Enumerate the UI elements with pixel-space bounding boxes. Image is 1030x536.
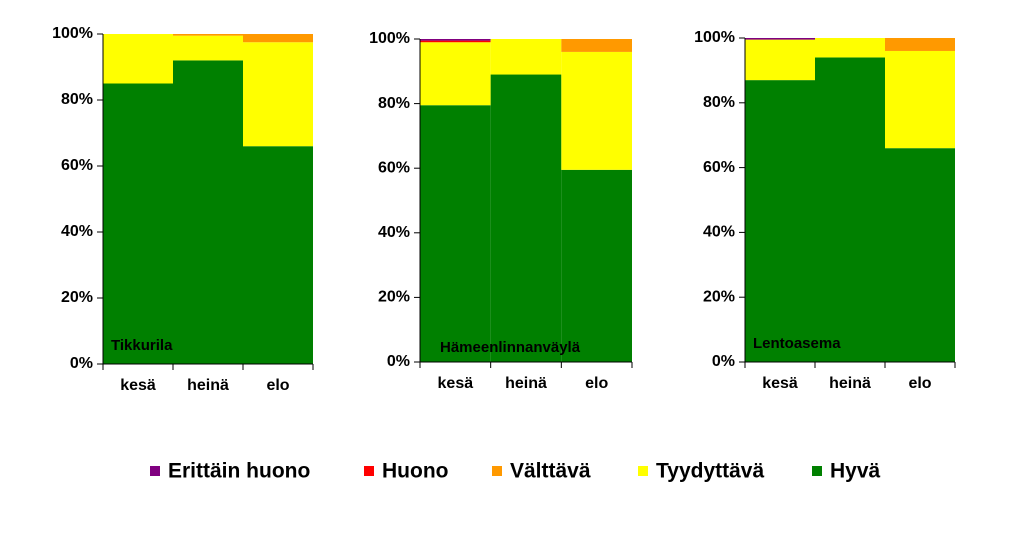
y-tick-label: 20%	[703, 288, 735, 305]
y-tick-label: 40%	[61, 223, 93, 240]
bar-segment	[745, 39, 815, 81]
bar-segment	[490, 74, 562, 362]
y-tick-label: 40%	[703, 224, 735, 241]
legend-label: Tyydyttävä	[656, 460, 764, 483]
legend-swatch	[812, 466, 822, 476]
legend-swatch	[364, 466, 374, 476]
bar-segment	[243, 42, 313, 147]
bar-segment	[561, 51, 632, 170]
y-tick-label: 0%	[387, 353, 410, 370]
y-tick-label: 100%	[694, 29, 735, 46]
bar-segment	[745, 38, 815, 40]
bar-segment	[490, 39, 562, 75]
y-tick-label: 100%	[52, 25, 93, 42]
bar-segment	[243, 34, 313, 43]
bar-segment	[243, 146, 313, 364]
y-tick-label: 60%	[703, 159, 735, 176]
legend-label: Huono	[382, 460, 448, 483]
legend-swatch	[638, 466, 648, 476]
x-tick-label: heinä	[187, 377, 229, 394]
y-tick-label: 20%	[378, 289, 410, 306]
chart-title: Lentoasema	[753, 335, 841, 352]
y-tick-label: 80%	[378, 95, 410, 112]
x-tick-label: elo	[585, 375, 608, 392]
bar-segment	[420, 39, 491, 41]
bar-segment	[815, 38, 885, 58]
legend-label: Välttävä	[510, 460, 591, 483]
bar-segment	[103, 83, 173, 364]
bar-segment	[420, 105, 491, 362]
legend-swatch	[150, 466, 160, 476]
bar-segment	[885, 50, 955, 149]
legend-swatch	[492, 466, 502, 476]
x-tick-label: heinä	[829, 375, 871, 392]
bar-segment	[815, 57, 885, 362]
bar-segment	[885, 38, 955, 51]
bar-segment	[745, 80, 815, 363]
y-tick-label: 40%	[378, 224, 410, 241]
y-tick-label: 100%	[369, 30, 410, 47]
chart-title: Tikkurila	[111, 337, 173, 354]
x-tick-label: kesä	[120, 377, 156, 394]
y-tick-label: 80%	[703, 94, 735, 111]
y-tick-label: 20%	[61, 289, 93, 306]
bar-segment	[561, 169, 632, 362]
legend-label: Hyvä	[830, 460, 881, 483]
x-tick-label: heinä	[505, 375, 547, 392]
bar-segment	[420, 40, 491, 43]
bar-segment	[561, 39, 632, 52]
x-tick-label: elo	[266, 377, 289, 394]
x-tick-label: elo	[908, 375, 931, 392]
bar-segment	[885, 148, 955, 362]
x-tick-label: kesä	[762, 375, 798, 392]
y-tick-label: 0%	[70, 355, 93, 372]
bar-segment	[420, 42, 491, 106]
bar-segment	[173, 34, 243, 36]
x-tick-label: kesä	[438, 375, 474, 392]
y-tick-label: 80%	[61, 91, 93, 108]
y-tick-label: 60%	[378, 159, 410, 176]
y-tick-label: 0%	[712, 353, 735, 370]
bar-segment	[103, 34, 173, 84]
chart-title: Hämeenlinnanväylä	[440, 339, 581, 356]
y-tick-label: 60%	[61, 157, 93, 174]
bar-segment	[173, 35, 243, 61]
legend-label: Erittäin huono	[168, 460, 310, 483]
bar-segment	[173, 60, 243, 365]
